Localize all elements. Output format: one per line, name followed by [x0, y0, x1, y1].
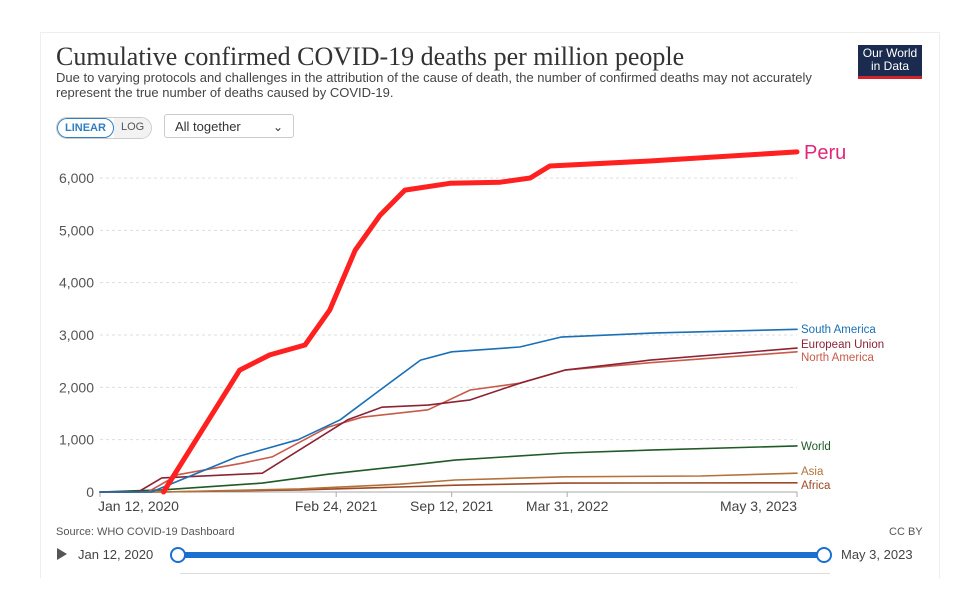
scale-toggle[interactable]: LINEAR LOG — [56, 117, 153, 139]
linear-button[interactable]: LINEAR — [57, 118, 114, 138]
timeline-start-handle[interactable] — [170, 547, 186, 563]
y-tick-label: 2,000 — [59, 379, 94, 395]
x-tick-label: Jan 12, 2020 — [98, 498, 179, 514]
series-label-peru: Peru — [804, 142, 846, 164]
series-label: European Union — [801, 339, 884, 351]
timeline-end-date: May 3, 2023 — [841, 547, 913, 562]
y-tick-label: 3,000 — [59, 327, 94, 343]
chart-subtitle: Due to varying protocols and challenges … — [56, 70, 812, 100]
timeline-slider[interactable] — [177, 552, 825, 558]
source-note[interactable]: Source: WHO COVID-19 Dashboard — [56, 526, 235, 538]
series-line-asia — [99, 472, 798, 493]
timeline-start-date: Jan 12, 2020 — [78, 547, 154, 562]
y-tick-label: 4,000 — [59, 275, 94, 291]
series-line-european-union — [99, 347, 798, 493]
series-label: World — [801, 441, 831, 453]
x-tick-label: Sep 12, 2021 — [410, 498, 494, 514]
x-tick-label: Mar 31, 2022 — [526, 498, 609, 514]
chart-title: Cumulative confirmed COVID-19 deaths per… — [56, 42, 685, 71]
series-label: Africa — [801, 480, 831, 492]
log-button[interactable]: LOG — [113, 118, 152, 138]
y-tick-label: 1,000 — [59, 432, 94, 448]
chart-frame — [40, 32, 940, 578]
series-line-south-america — [99, 328, 798, 493]
y-tick-label: 6,000 — [59, 170, 94, 186]
x-tick-label: May 3, 2023 — [720, 498, 797, 514]
series-label: Asia — [801, 466, 824, 478]
facet-dropdown[interactable]: All together ⌄ — [164, 114, 294, 138]
owid-logo[interactable]: Our World in Data — [858, 45, 922, 79]
series-line-world — [99, 445, 798, 493]
series-label: South America — [801, 324, 876, 336]
y-tick-label: 0 — [86, 484, 94, 500]
chevron-down-icon: ⌄ — [272, 120, 283, 134]
tab-bar-divider — [180, 573, 830, 579]
series-line-peru — [161, 149, 800, 495]
dropdown-value: All together — [175, 119, 241, 134]
license-link[interactable]: CC BY — [889, 526, 923, 538]
play-icon[interactable] — [57, 548, 67, 560]
timeline-end-handle[interactable] — [816, 547, 832, 563]
y-tick-label: 5,000 — [59, 222, 94, 238]
x-tick-label: Feb 24, 2021 — [295, 498, 378, 514]
series-label: North America — [801, 352, 874, 364]
